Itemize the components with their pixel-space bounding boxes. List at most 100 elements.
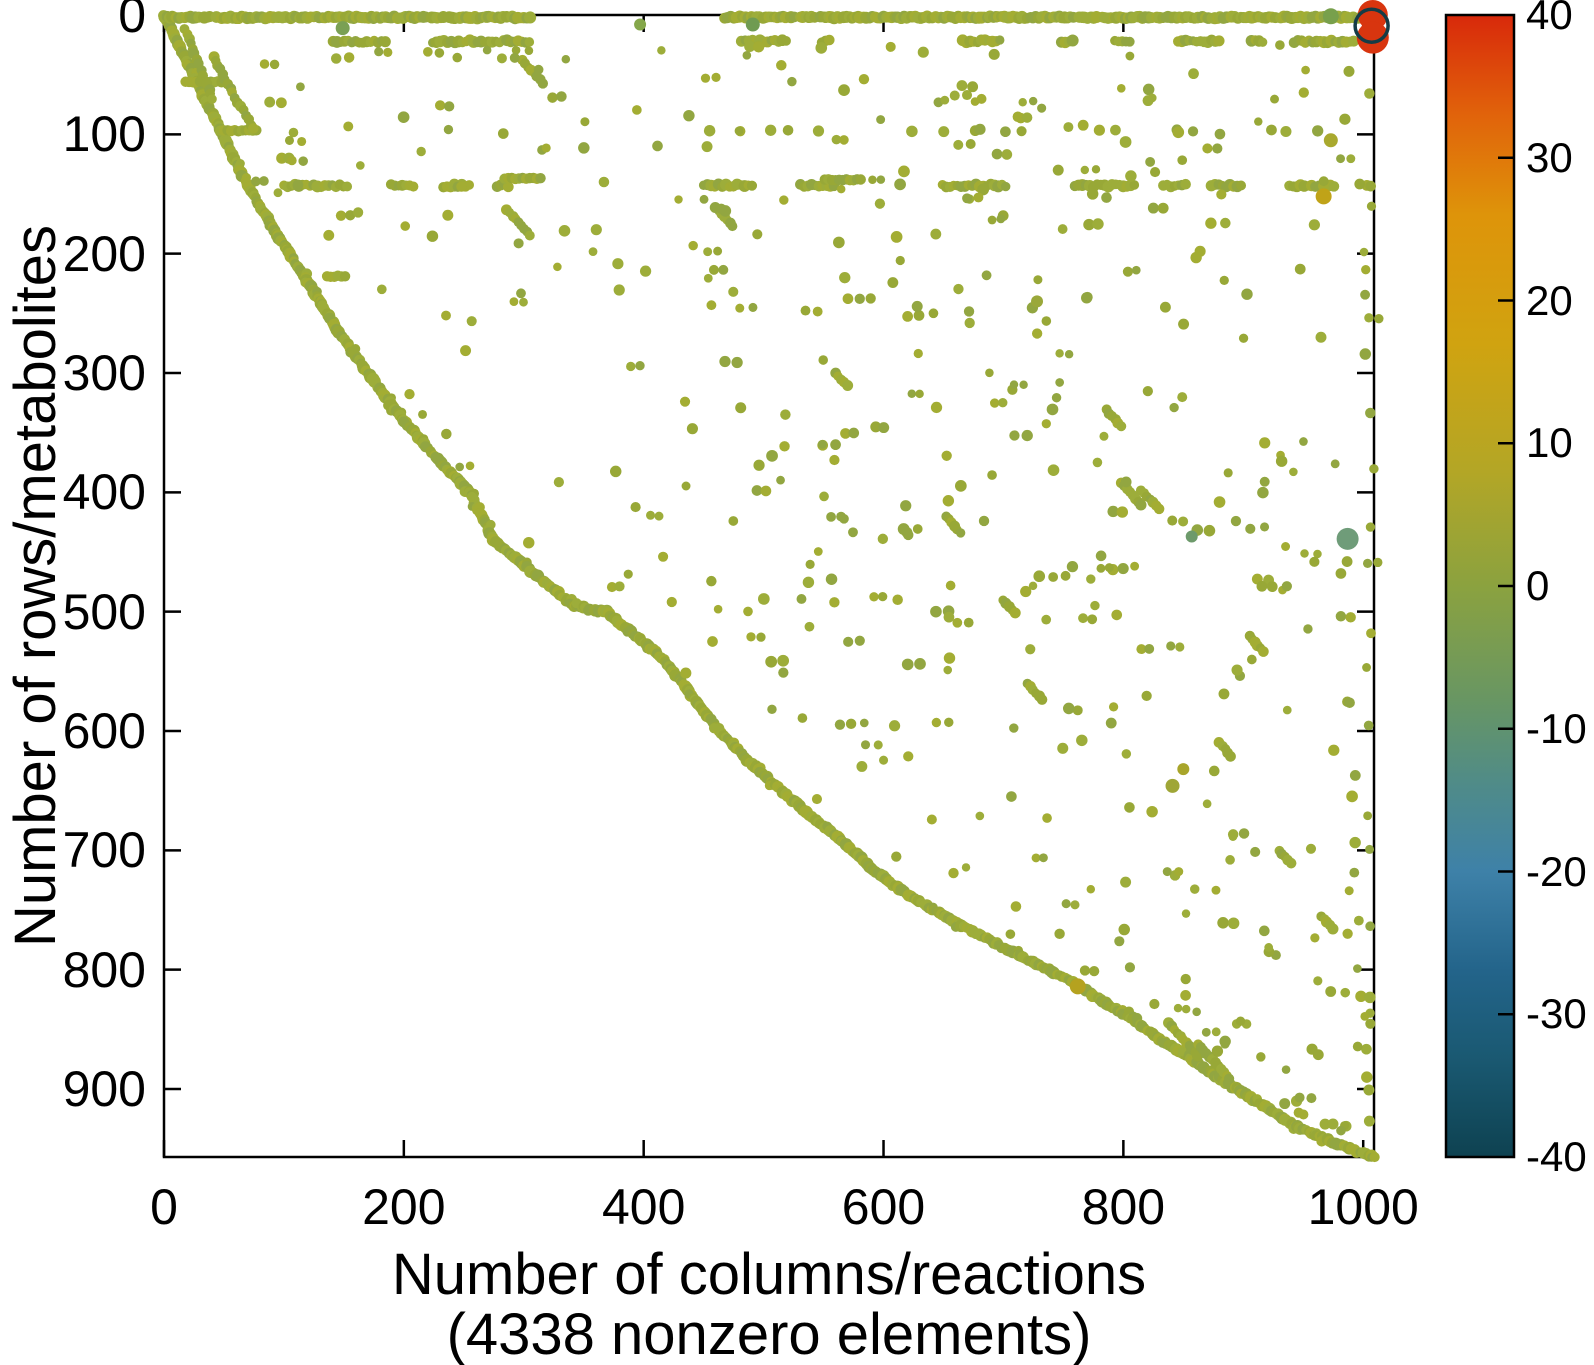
data-point xyxy=(1178,318,1190,330)
data-point xyxy=(1177,155,1188,166)
data-point xyxy=(1057,224,1068,234)
data-point xyxy=(926,814,937,825)
data-point xyxy=(876,175,886,184)
data-point xyxy=(614,581,625,592)
data-point xyxy=(870,421,882,433)
data-point xyxy=(989,398,1000,408)
data-point xyxy=(843,636,854,647)
data-point xyxy=(1063,122,1074,133)
data-point xyxy=(818,355,828,365)
data-point xyxy=(1360,1011,1370,1021)
colorbar-tick-label: 10 xyxy=(1526,419,1573,467)
data-point xyxy=(787,76,797,87)
data-point xyxy=(819,491,829,502)
data-point xyxy=(782,125,794,136)
data-point xyxy=(1361,1043,1372,1055)
data-point xyxy=(1312,1049,1324,1061)
data-point xyxy=(745,17,760,32)
data-point xyxy=(854,293,865,304)
data-point xyxy=(1178,516,1189,527)
data-point xyxy=(1091,165,1101,174)
x-axis-label-subtitle: (4338 nonzero elements) xyxy=(446,1302,1092,1365)
data-point xyxy=(1033,275,1043,285)
data-point xyxy=(248,123,259,134)
data-point xyxy=(829,454,840,466)
data-point xyxy=(1046,403,1059,416)
data-point xyxy=(1180,973,1191,985)
data-point xyxy=(830,439,841,451)
data-point xyxy=(383,47,393,57)
data-point xyxy=(930,605,942,618)
data-point xyxy=(408,181,419,192)
data-point xyxy=(1012,111,1024,122)
data-point xyxy=(1365,180,1376,192)
data-point xyxy=(952,617,963,628)
data-point xyxy=(890,231,903,243)
y-tick-label: 300 xyxy=(62,344,146,401)
data-point xyxy=(1001,149,1013,160)
data-point xyxy=(700,73,711,83)
data-point xyxy=(1054,928,1065,940)
data-point xyxy=(885,41,896,52)
data-point xyxy=(878,422,890,434)
data-point xyxy=(901,658,914,671)
data-point xyxy=(1142,385,1153,397)
data-point xyxy=(1301,65,1310,75)
data-point xyxy=(1219,1035,1231,1048)
data-point xyxy=(1070,900,1080,910)
data-point xyxy=(1062,702,1075,715)
data-point xyxy=(1181,909,1191,918)
data-point xyxy=(1025,644,1036,655)
data-point xyxy=(833,236,845,249)
data-point xyxy=(524,11,537,24)
data-point xyxy=(1312,125,1324,137)
data-point xyxy=(1041,614,1052,625)
data-point xyxy=(251,176,261,187)
data-point xyxy=(756,632,766,642)
data-point xyxy=(1318,176,1329,187)
data-point xyxy=(1216,189,1227,200)
data-point xyxy=(455,462,464,472)
data-point xyxy=(1259,437,1271,449)
data-point xyxy=(292,179,304,191)
data-point xyxy=(811,794,823,805)
data-point xyxy=(888,720,901,732)
data-point xyxy=(1227,829,1239,840)
y-tick-label: 200 xyxy=(62,225,146,282)
data-point xyxy=(1048,572,1059,582)
data-point xyxy=(962,89,973,101)
data-point xyxy=(845,718,857,730)
data-point xyxy=(269,59,280,70)
data-point xyxy=(805,559,815,569)
data-point xyxy=(1125,51,1135,61)
data-point xyxy=(1344,886,1354,896)
data-point xyxy=(1009,430,1020,441)
data-point xyxy=(352,207,364,218)
data-point xyxy=(523,536,535,549)
data-point xyxy=(1036,694,1048,705)
data-point xyxy=(812,306,823,317)
data-point xyxy=(1116,421,1127,432)
data-point xyxy=(1130,561,1140,571)
data-point xyxy=(335,210,347,221)
data-point xyxy=(938,126,950,138)
data-point xyxy=(1021,112,1033,123)
data-point xyxy=(1328,744,1340,756)
data-point xyxy=(1033,570,1046,583)
x-tick-label: 1000 xyxy=(1307,1179,1419,1235)
data-point xyxy=(887,277,899,288)
data-point xyxy=(1300,549,1309,558)
data-point xyxy=(681,481,691,491)
data-point xyxy=(1116,506,1129,518)
colorbar-tick-label: -40 xyxy=(1526,1133,1587,1180)
data-point xyxy=(434,100,446,111)
data-point xyxy=(1144,643,1155,654)
data-point xyxy=(961,863,971,872)
data-point xyxy=(1349,836,1361,849)
data-point xyxy=(1354,178,1366,190)
data-point xyxy=(1131,265,1141,275)
data-point xyxy=(1343,65,1355,77)
data-point xyxy=(513,238,524,249)
data-point xyxy=(776,60,787,71)
data-point xyxy=(1173,1003,1183,1013)
